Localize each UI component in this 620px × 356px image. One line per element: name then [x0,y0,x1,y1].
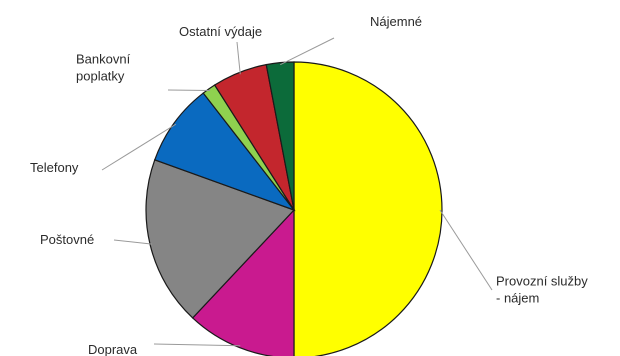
pie-slice [191,208,295,356]
leader-line [101,123,177,171]
leader-line [153,343,241,347]
slice-label-line: Ostatní výdaje [179,24,262,39]
slice-label-line: Telefony [30,160,79,175]
slice-label: Provozní služby - nájem [496,274,588,306]
leader-line [280,37,335,66]
slice-label-line: Nájemné [370,14,422,29]
leader-line [439,209,493,291]
slice-label-line: - nájem [496,291,539,306]
pie-slice [153,92,296,212]
leader-line [113,239,153,245]
slice-label: Poštovné [40,232,94,247]
pie-slice [265,61,295,211]
slice-label-line: Doprava [88,342,138,356]
slice-label: Nájemné [370,14,422,29]
slice-label: Telefony [30,160,79,175]
pie-slice [145,159,296,319]
slice-label: Doprava [88,342,138,356]
pie-slice [293,61,443,356]
slice-label-line: Poštovné [40,232,94,247]
leader-line [236,41,241,75]
slice-label: Ostatní výdaje [179,24,262,39]
slice-label-line: Bankovní [76,52,131,67]
slice-label-line: poplatky [76,69,125,84]
leader-line [167,89,211,92]
slice-label-line: Provozní služby [496,274,588,289]
slice-label: Bankovní poplatky [76,52,131,84]
